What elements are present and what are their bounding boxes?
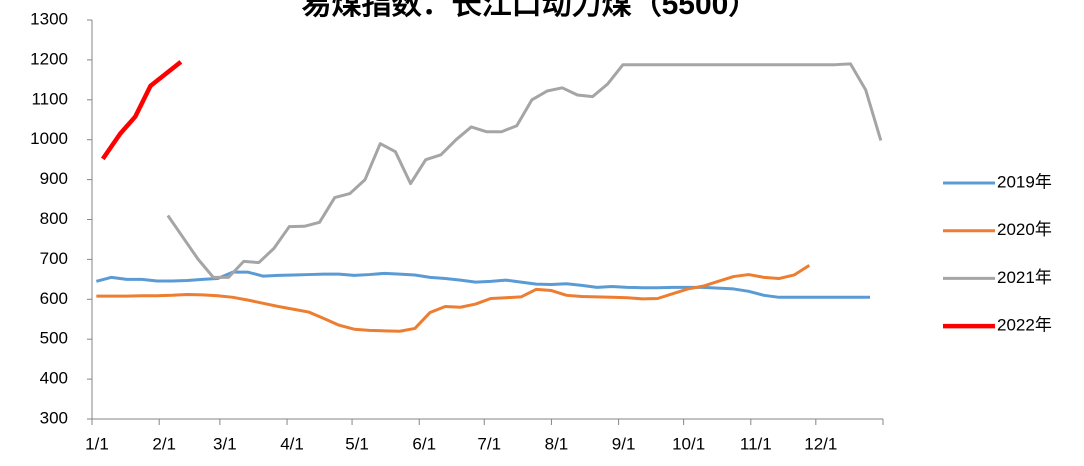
x-tick-label: 5/1 <box>345 434 369 453</box>
x-tick-label: 6/1 <box>412 434 436 453</box>
x-tick-label: 3/1 <box>213 434 237 453</box>
x-tick-label: 9/1 <box>612 434 636 453</box>
series-line <box>96 264 811 333</box>
x-tick-label: 11/1 <box>740 434 772 453</box>
chart-title: 易煤指数：长江口动力煤（5500） <box>302 0 759 21</box>
x-tick-label: 8/1 <box>545 434 569 453</box>
y-tick-label: 1300 <box>30 9 68 28</box>
y-tick-label: 800 <box>40 209 68 228</box>
x-tick-label: 1/1 <box>85 434 109 453</box>
x-tick-label: 2/1 <box>152 434 176 453</box>
x-tick-label: 12/1 <box>804 434 837 453</box>
y-tick-label: 1000 <box>30 129 68 148</box>
y-tick-label: 1100 <box>31 89 68 108</box>
y-tick-label: 1200 <box>30 49 68 68</box>
y-tick-label: 600 <box>40 289 68 308</box>
y-tick-label: 700 <box>40 249 68 268</box>
series-line <box>166 62 883 279</box>
legend-label: 2020年 <box>997 220 1052 239</box>
series-line <box>100 60 183 161</box>
legend-label: 2021年 <box>997 268 1052 287</box>
y-tick-label: 300 <box>40 408 68 427</box>
x-tick-label: 7/1 <box>477 434 501 453</box>
y-tick-label: 500 <box>40 329 68 348</box>
x-tick-label: 4/1 <box>280 434 304 453</box>
legend-label: 2019年 <box>997 172 1052 191</box>
legend-label: 2022年 <box>997 316 1052 335</box>
series-line <box>95 270 870 299</box>
y-tick-label: 900 <box>40 169 68 188</box>
y-tick-label: 400 <box>40 369 68 388</box>
x-tick-label: 10/1 <box>672 434 705 453</box>
